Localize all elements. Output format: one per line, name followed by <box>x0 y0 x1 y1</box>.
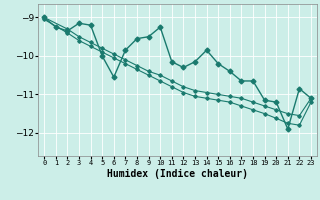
X-axis label: Humidex (Indice chaleur): Humidex (Indice chaleur) <box>107 169 248 179</box>
